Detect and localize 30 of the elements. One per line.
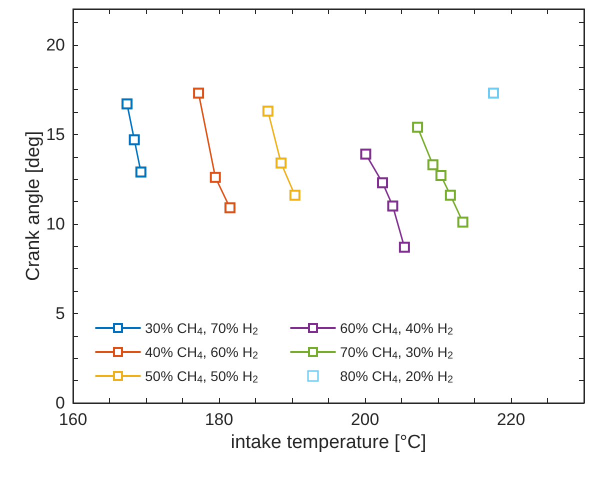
point xyxy=(122,98,133,110)
point xyxy=(224,202,236,214)
point xyxy=(387,200,398,212)
point xyxy=(444,190,456,201)
point xyxy=(427,159,438,170)
y-axis-title: Crank angle [deg] xyxy=(23,131,44,281)
point xyxy=(135,166,146,178)
point xyxy=(193,88,204,99)
point xyxy=(457,216,468,228)
point xyxy=(412,122,424,133)
x-tick-label: 180 xyxy=(204,410,234,429)
point xyxy=(289,190,300,201)
y-tick-label: 15 xyxy=(46,124,65,144)
point xyxy=(276,158,287,169)
point xyxy=(398,242,410,253)
x-tick-label: 200 xyxy=(350,410,380,429)
point xyxy=(262,106,274,117)
x-tick-label: 220 xyxy=(496,410,526,429)
y-tick-label: 0 xyxy=(56,394,65,412)
point xyxy=(435,170,446,182)
x-axis-title: intake temperature [°C] xyxy=(230,432,426,453)
point xyxy=(488,88,499,99)
point xyxy=(210,172,221,183)
point xyxy=(377,177,388,188)
x-tick-label: 160 xyxy=(58,410,88,429)
y-tick-label: 20 xyxy=(46,35,65,54)
y-tick-label: 5 xyxy=(56,304,65,323)
point xyxy=(360,148,372,160)
y-tick-label: 10 xyxy=(46,214,65,234)
point xyxy=(128,134,140,146)
